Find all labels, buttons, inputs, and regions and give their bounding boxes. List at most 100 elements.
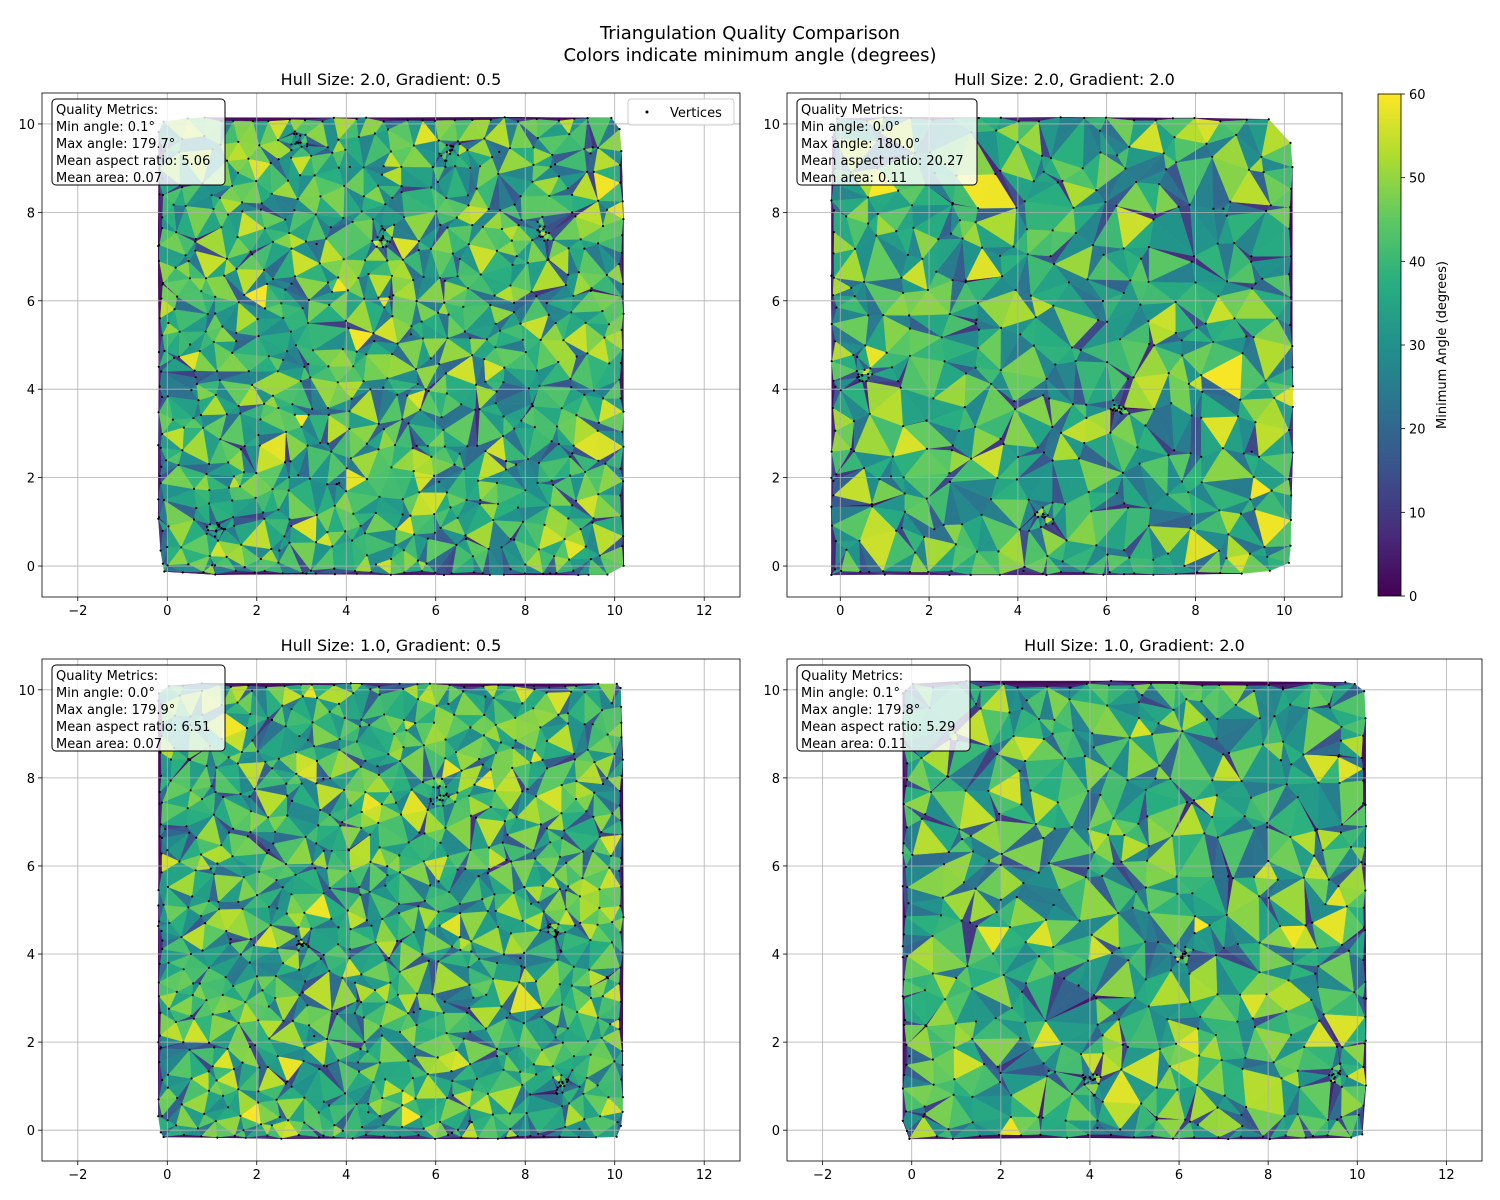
vertex-point [471,118,474,121]
vertex-point [958,219,962,222]
vertex-point [400,185,403,188]
vertex-point [329,226,332,229]
mesh-triangle [620,481,624,517]
vertex-point [176,295,179,298]
vertex-point [925,497,928,500]
vertex-point [1183,564,1186,567]
vertex-point [377,448,380,451]
vertex-point [586,117,589,120]
vertex-point [263,227,266,230]
vertex-point [195,382,198,385]
vertex-point [290,524,293,528]
x-tick-label: 6 [432,604,440,619]
vertex-point [1000,326,1003,329]
vertex-point [1250,255,1253,258]
vertex-point [948,480,952,483]
vertex-point [1158,183,1161,186]
vertex-point [1037,120,1040,123]
vertex-point [1051,459,1054,462]
vertex-point [429,357,432,360]
vertex-point [336,381,339,384]
vertex-point [533,426,536,429]
vertex-point [238,485,242,488]
vertex-point [342,216,345,219]
vertex-point [1171,117,1174,120]
vertex-point [380,173,384,176]
vertex-point [1051,501,1054,504]
vertex-point [299,134,302,137]
vertex-point [1144,424,1147,427]
vertex-point [1064,503,1067,506]
vertex-point [226,213,230,216]
vertex-point [1111,409,1114,412]
vertex-point [925,419,928,422]
vertex-point [426,444,429,448]
vertex-point [187,260,190,263]
vertex-point [395,528,398,531]
mesh-triangle [1263,166,1293,190]
vertex-point [177,355,180,358]
vertex-point [380,224,383,228]
mesh-triangle [620,917,624,953]
vertex-point [1083,441,1086,445]
vertex-point [278,549,281,552]
vertex-point [315,242,318,246]
vertex-point [208,554,211,558]
vertex-point [299,141,302,144]
mesh-triangle [334,568,356,575]
vertex-point [1108,571,1111,574]
vertex-point [177,464,180,467]
vertex-point [1034,316,1037,319]
vertex-point [1101,299,1104,303]
vertex-point [206,312,209,316]
y-tick-label: 4 [27,383,35,398]
vertex-point [1190,260,1193,263]
vertex-point [1211,155,1214,158]
vertex-point [321,120,324,123]
mesh-triangle [1046,571,1084,576]
mesh-triangle [598,411,624,433]
vertex-point [157,498,160,501]
vertex-point [619,494,622,497]
vertex-point [1267,118,1270,121]
vertex-point [1139,257,1143,260]
axes-frame [786,92,1343,598]
vertex-point [407,422,410,425]
vertex-point [1290,494,1293,497]
vertex-point [315,513,318,517]
vertex-point [831,524,834,527]
mesh-triangle [163,1135,218,1138]
vertex-point [1051,229,1054,232]
vertex-point [1268,569,1271,572]
vertex-point [569,474,572,477]
mesh-triangle [539,231,547,238]
vertex-point [438,152,441,155]
vertex-point [622,410,625,413]
vertex-point [415,444,418,447]
vertex-point [313,174,316,177]
mesh-triangle [160,464,195,490]
vertex-point [1287,273,1291,276]
vertex-point [1247,168,1251,171]
vertex-point [878,478,881,481]
vertex-point [478,502,481,505]
vertex-point [1044,523,1048,526]
vertex-point [621,234,624,237]
vertex-point [412,470,415,473]
vertex-point [885,351,888,354]
vertex-point [911,204,914,207]
vertex-point [830,476,833,479]
vertex-point [254,496,257,499]
vertex-point [391,315,394,318]
vertex-point [335,483,338,486]
vertex-point [208,489,211,492]
vertex-point [1119,338,1122,341]
mesh-triangle [909,552,929,573]
vertex-point [445,392,448,395]
vertex-point [867,314,870,317]
vertex-point [908,314,911,317]
vertex-point [174,266,177,269]
vertex-point [1115,492,1118,495]
vertex-point [401,258,404,261]
vertex-point [301,571,304,575]
